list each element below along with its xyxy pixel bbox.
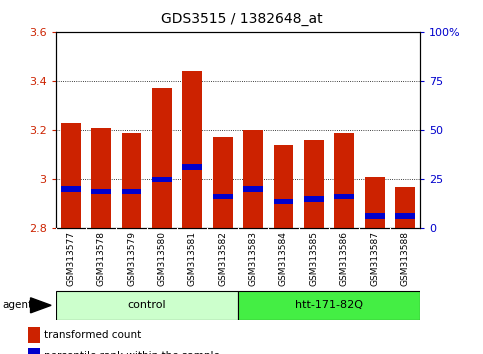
Bar <box>273 199 293 204</box>
Text: GDS3515 / 1382648_at: GDS3515 / 1382648_at <box>161 12 322 27</box>
Bar <box>122 132 142 228</box>
Text: GSM313584: GSM313584 <box>279 231 288 286</box>
Bar <box>273 145 293 228</box>
Bar <box>122 189 142 194</box>
Bar <box>243 186 263 192</box>
Bar <box>395 187 415 228</box>
Bar <box>238 291 420 320</box>
Bar <box>91 128 111 228</box>
Text: percentile rank within the sample: percentile rank within the sample <box>44 351 220 354</box>
Text: control: control <box>128 300 166 310</box>
Text: GSM313587: GSM313587 <box>370 231 379 286</box>
Text: GSM313577: GSM313577 <box>66 231 75 286</box>
Text: GSM313582: GSM313582 <box>218 231 227 286</box>
Bar <box>152 177 172 182</box>
Bar <box>213 194 232 199</box>
Text: GSM313580: GSM313580 <box>157 231 167 286</box>
Text: GSM313578: GSM313578 <box>97 231 106 286</box>
Bar <box>183 71 202 228</box>
Text: GSM313583: GSM313583 <box>249 231 257 286</box>
Polygon shape <box>30 298 51 313</box>
Bar <box>91 189 111 194</box>
Text: htt-171-82Q: htt-171-82Q <box>295 300 363 310</box>
Bar <box>213 137 232 228</box>
Bar <box>56 291 238 320</box>
Text: GSM313579: GSM313579 <box>127 231 136 286</box>
Bar <box>28 348 40 354</box>
Bar <box>365 177 384 228</box>
Bar <box>243 130 263 228</box>
Bar <box>152 88 172 228</box>
Bar <box>304 140 324 228</box>
Bar <box>395 213 415 219</box>
Text: GSM313581: GSM313581 <box>188 231 197 286</box>
Bar <box>304 196 324 201</box>
Bar <box>61 123 81 228</box>
Bar <box>28 327 40 343</box>
Text: transformed count: transformed count <box>44 330 142 340</box>
Text: GSM313588: GSM313588 <box>400 231 410 286</box>
Bar <box>334 132 354 228</box>
Text: GSM313585: GSM313585 <box>309 231 318 286</box>
Bar <box>365 213 384 219</box>
Text: agent: agent <box>2 300 32 310</box>
Bar <box>183 164 202 170</box>
Bar <box>61 186 81 192</box>
Text: GSM313586: GSM313586 <box>340 231 349 286</box>
Bar <box>334 194 354 199</box>
